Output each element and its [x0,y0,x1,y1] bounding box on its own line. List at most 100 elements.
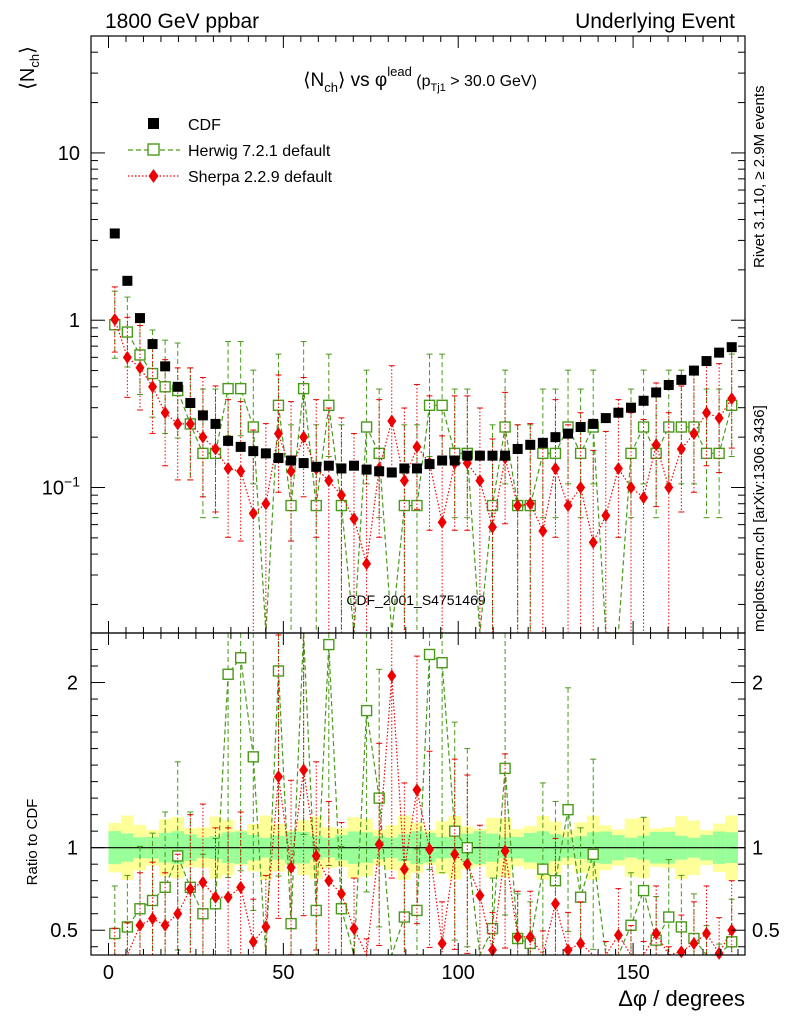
data-point [450,847,460,861]
data-point [197,447,209,460]
data-point [122,350,132,364]
legend-item-cdf: CDF [148,117,221,134]
cdf-point [563,428,574,439]
data-point [436,399,448,412]
x-tick-label: 100 [442,962,475,984]
data-point [135,918,145,932]
y-tick-label-ratio: 0.5 [50,920,78,942]
cdf-point [361,464,372,475]
data-point [726,936,738,948]
rivet-label: Rivet 3.1.10, ≥ 2.9M events [751,86,768,269]
cdf-point [172,381,183,392]
data-point [110,312,120,326]
cdf-point [311,461,322,472]
data-point [500,844,510,858]
data-point [437,936,447,950]
data-point [198,430,208,444]
data-point [335,903,348,915]
cdf-point [726,342,737,353]
data-point [323,399,335,412]
data-point [576,481,586,495]
cdf-point [638,395,649,406]
data-point [360,421,373,433]
data-point [626,481,636,495]
cdf-point [147,339,158,350]
cdf-point [512,443,523,454]
data-point [285,917,297,930]
data-point [587,848,599,860]
data-point [574,447,587,460]
cdf-point [386,467,397,478]
y-tick-label-top: 1 [69,310,80,332]
data-point [513,499,523,513]
data-point [323,638,335,651]
data-point [574,891,587,903]
data-point [689,427,699,441]
cdf-point [550,432,561,443]
cdf-point [701,356,712,367]
cdf-point [411,463,422,474]
data-point [311,849,321,863]
cdf-point [134,313,145,324]
data-point [399,862,409,876]
data-point [499,421,511,433]
x-axis-label: Δφ / degrees [618,986,745,1011]
header-right: Underlying Event [575,10,735,33]
series-line [114,324,733,634]
cdf-point [323,460,334,471]
data-point [601,509,611,523]
mcplots-label: mcplots.cern.ch [arXiv:1306.3436] [751,405,768,632]
data-point [299,763,309,777]
data-point [349,512,359,526]
analysis-watermark: CDF_2001_S4751469 [346,592,486,608]
data-point [563,943,573,957]
cdf-point [197,410,208,421]
data-point [550,461,560,475]
data-point [211,890,221,904]
data-point [286,464,296,478]
data-point [714,411,724,425]
legend-label-cdf: CDF [188,117,221,134]
data-point [324,874,334,888]
cdf-point [688,365,699,376]
cdf-point [575,421,586,432]
data-point [310,904,322,917]
cdf-point [537,437,548,448]
data-point [223,461,233,475]
ratio-series-sherpa [111,632,737,960]
data-point [625,447,637,460]
cdf-point [248,446,259,457]
data-point [148,380,158,394]
cdf-point [336,463,347,474]
data-point [173,417,183,431]
data-point [387,414,397,428]
data-point [185,417,195,431]
data-point [387,669,397,683]
axes-frame [90,35,746,956]
data-point [185,882,195,896]
cdf-point [474,450,485,461]
data-point [676,945,686,959]
cdf-point [374,466,385,477]
cdf-point [487,450,498,461]
data-point [222,668,234,680]
svg-text:⟨Nch⟩: ⟨Nch⟩ [17,46,42,90]
cdf-point [525,439,536,450]
y-tick-label-ratio: 2 [67,673,78,695]
ratio-series-herwig [109,632,738,958]
legend-item-sherpa: Sherpa 2.2.9 default [128,169,333,186]
data-point [173,907,183,921]
data-point [135,361,145,375]
data-point [247,421,259,433]
data-point [423,648,436,661]
x-tick-label: 0 [103,962,114,984]
cdf-point [160,361,171,372]
data-point [160,918,170,932]
cdf-point [399,463,410,474]
data-point [525,497,535,511]
cdf-point [223,435,234,446]
data-point [437,515,447,529]
data-point [713,447,725,460]
data-point [538,524,548,538]
